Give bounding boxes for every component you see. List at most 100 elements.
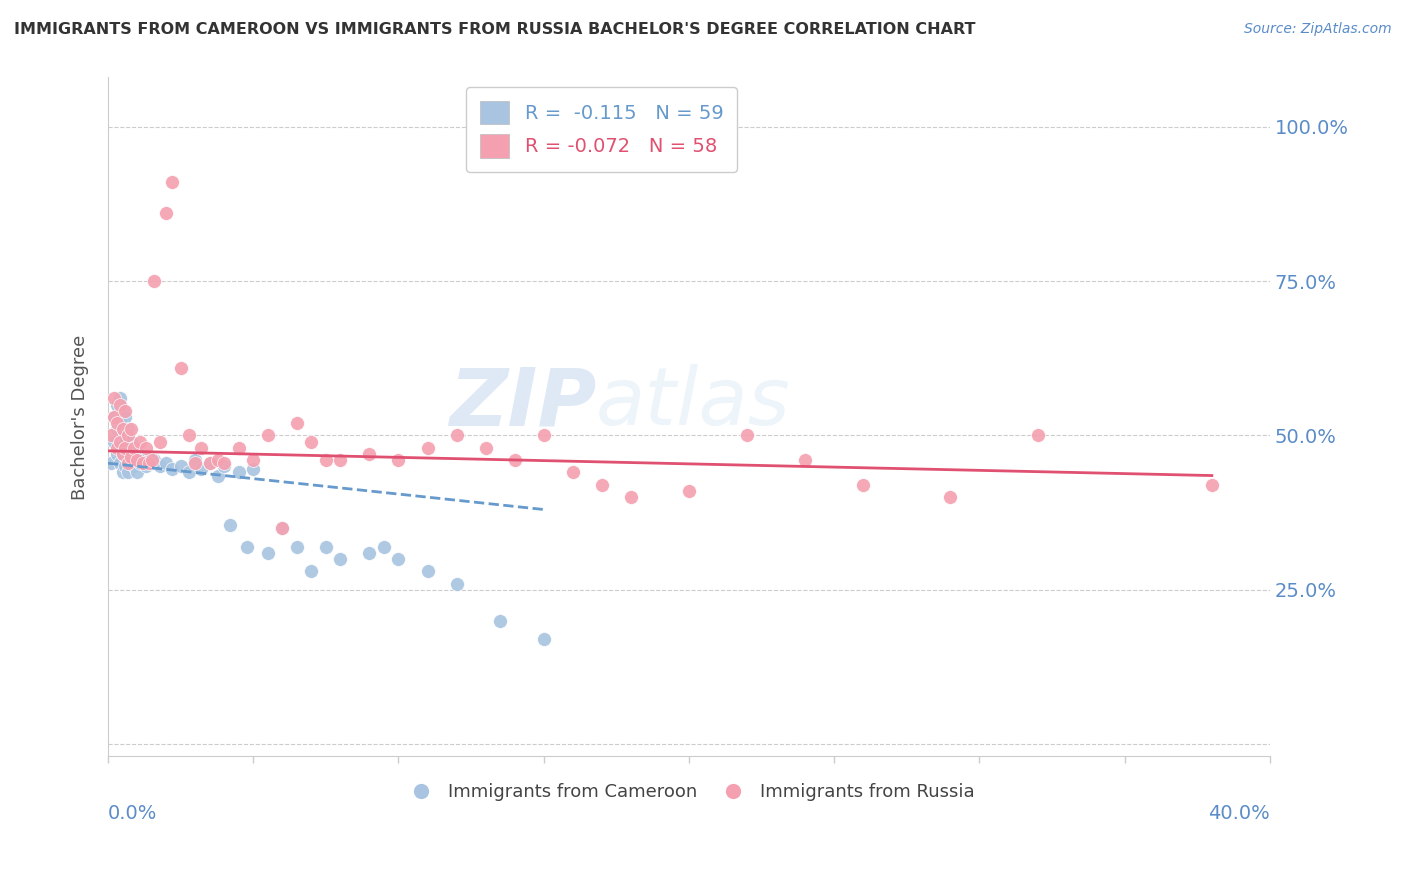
Point	[138, 453, 160, 467]
Point	[735, 428, 758, 442]
Point	[198, 456, 221, 470]
Point	[105, 441, 128, 455]
Point	[114, 409, 136, 424]
Text: 0.0%: 0.0%	[108, 804, 157, 823]
Point	[143, 453, 166, 467]
Point	[100, 456, 122, 470]
Point	[219, 517, 242, 532]
Point	[138, 456, 160, 470]
Point	[103, 409, 125, 424]
Point	[108, 441, 131, 455]
Point	[184, 453, 207, 467]
Point	[114, 434, 136, 449]
Point	[120, 434, 142, 449]
Point	[111, 422, 134, 436]
Point	[236, 540, 259, 554]
Point	[271, 521, 294, 535]
Point	[561, 466, 583, 480]
Point	[228, 466, 250, 480]
Point	[489, 614, 512, 628]
Point	[446, 428, 468, 442]
Point	[125, 453, 148, 467]
Point	[678, 483, 700, 498]
Legend: Immigrants from Cameroon, Immigrants from Russia: Immigrants from Cameroon, Immigrants fro…	[395, 776, 983, 808]
Point	[105, 398, 128, 412]
Point	[533, 428, 555, 442]
Point	[111, 447, 134, 461]
Point	[135, 459, 157, 474]
Point	[242, 462, 264, 476]
Point	[285, 540, 308, 554]
Point	[1201, 478, 1223, 492]
Point	[108, 398, 131, 412]
Point	[207, 468, 229, 483]
Point	[207, 453, 229, 467]
Point	[160, 462, 183, 476]
Point	[329, 453, 352, 467]
Point	[103, 392, 125, 406]
Point	[120, 456, 142, 470]
Point	[120, 422, 142, 436]
Point	[125, 447, 148, 461]
Point	[155, 456, 177, 470]
Point	[620, 490, 643, 504]
Point	[212, 459, 235, 474]
Point	[108, 456, 131, 470]
Point	[100, 428, 122, 442]
Point	[111, 428, 134, 442]
Point	[117, 466, 139, 480]
Point	[179, 466, 201, 480]
Point	[503, 453, 526, 467]
Point	[212, 456, 235, 470]
Point	[169, 360, 191, 375]
Point	[108, 434, 131, 449]
Point	[373, 540, 395, 554]
Point	[105, 416, 128, 430]
Point	[198, 456, 221, 470]
Point	[108, 392, 131, 406]
Point	[132, 456, 155, 470]
Point	[114, 441, 136, 455]
Point	[169, 459, 191, 474]
Point	[117, 447, 139, 461]
Point	[122, 441, 145, 455]
Y-axis label: Bachelor's Degree: Bachelor's Degree	[72, 334, 89, 500]
Point	[852, 478, 875, 492]
Point	[111, 466, 134, 480]
Text: IMMIGRANTS FROM CAMEROON VS IMMIGRANTS FROM RUSSIA BACHELOR'S DEGREE CORRELATION: IMMIGRANTS FROM CAMEROON VS IMMIGRANTS F…	[14, 22, 976, 37]
Point	[446, 576, 468, 591]
Point	[132, 453, 155, 467]
Point	[242, 453, 264, 467]
Point	[114, 403, 136, 417]
Point	[591, 478, 613, 492]
Point	[256, 546, 278, 560]
Point	[141, 453, 163, 467]
Point	[103, 434, 125, 449]
Point	[190, 441, 212, 455]
Point	[120, 450, 142, 464]
Point	[190, 462, 212, 476]
Point	[103, 409, 125, 424]
Point	[416, 564, 439, 578]
Point	[122, 459, 145, 474]
Point	[359, 546, 381, 560]
Point	[108, 416, 131, 430]
Point	[105, 447, 128, 461]
Point	[135, 441, 157, 455]
Point	[387, 453, 409, 467]
Text: 40.0%: 40.0%	[1208, 804, 1270, 823]
Text: Source: ZipAtlas.com: Source: ZipAtlas.com	[1244, 22, 1392, 37]
Point	[474, 441, 496, 455]
Point	[149, 459, 172, 474]
Point	[299, 434, 322, 449]
Point	[129, 456, 152, 470]
Text: ZIP: ZIP	[449, 364, 596, 442]
Point	[416, 441, 439, 455]
Point	[256, 428, 278, 442]
Point	[117, 456, 139, 470]
Point	[125, 466, 148, 480]
Point	[228, 441, 250, 455]
Point	[939, 490, 962, 504]
Point	[299, 564, 322, 578]
Point	[117, 428, 139, 442]
